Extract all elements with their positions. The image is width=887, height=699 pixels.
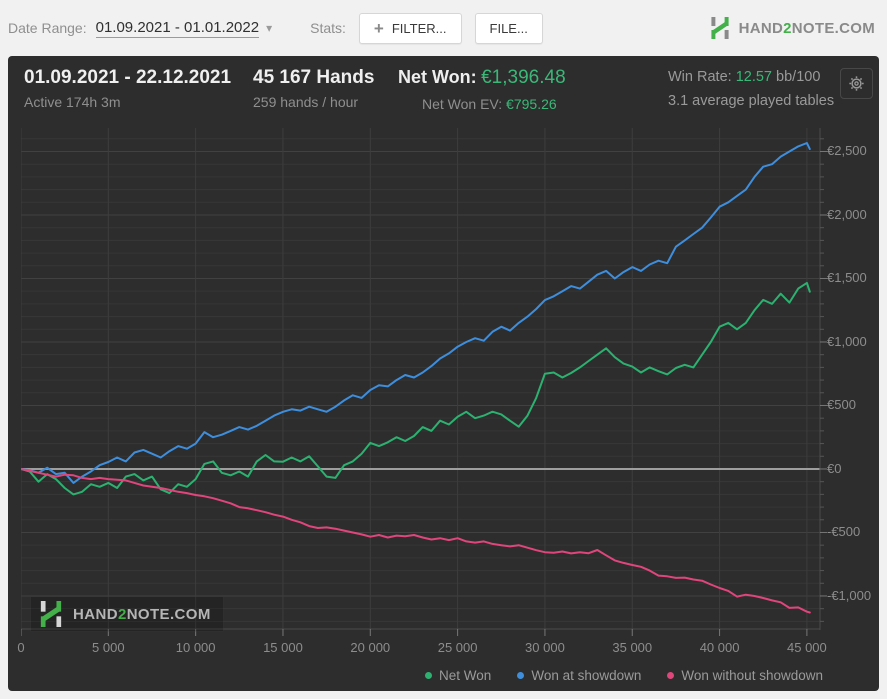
- hand2note-icon: [40, 601, 62, 627]
- legend-label: Net Won: [439, 668, 492, 683]
- x-axis-label: 15 000: [263, 640, 303, 655]
- y-axis-label: €1,000: [827, 333, 867, 349]
- x-axis-label: 25 000: [437, 640, 478, 655]
- series-won-without-showdown: [21, 468, 811, 614]
- winnings-chart[interactable]: [21, 128, 833, 640]
- series-won-at-showdown: [21, 142, 811, 484]
- plus-icon: +: [373, 18, 384, 38]
- legend-item-won-without-showdown[interactable]: Won without showdown: [667, 668, 823, 683]
- y-axis-label: €1,500: [827, 270, 867, 286]
- x-axis-label: 10 000: [175, 640, 216, 655]
- x-axis-label: 45 000: [787, 640, 827, 655]
- win-rate-unit: bb/100: [776, 69, 821, 85]
- hand2note-icon: [710, 17, 729, 39]
- brand-logo: HAND2NOTE.COM: [709, 17, 875, 39]
- y-axis-label: -€500: [827, 524, 861, 540]
- x-axis-label: 40 000: [699, 640, 740, 655]
- file-button-label: FILE...: [489, 20, 528, 36]
- win-rate-label: Win Rate:: [668, 69, 732, 85]
- filter-button-label: FILTER...: [391, 20, 447, 36]
- win-rate-line: Win Rate: 12.57 bb/100: [668, 69, 820, 85]
- panel-date-range: 01.09.2021 - 22.12.2021: [24, 67, 232, 88]
- brand-text: HAND2NOTE.COM: [738, 19, 875, 37]
- net-won-value: €1,396.48: [481, 67, 566, 88]
- x-axis-label: 35 000: [612, 640, 653, 655]
- hands-per-hour: 259 hands / hour: [253, 94, 359, 110]
- net-won-ev-label: Net Won EV:: [422, 96, 503, 112]
- legend-dot-icon: [425, 672, 433, 679]
- legend-item-net-won[interactable]: Net Won: [425, 668, 491, 683]
- toolbar: Date Range: 01.09.2021 - 01.01.2022 ▾ St…: [0, 0, 887, 56]
- watermark-logo: HAND2NOTE.COM: [30, 596, 224, 632]
- x-axis-label: 20 000: [350, 640, 391, 655]
- chevron-down-icon[interactable]: ▾: [266, 21, 273, 35]
- legend-item-won-at-showdown[interactable]: Won at showdown: [517, 668, 641, 683]
- x-axis-label: 0: [17, 640, 25, 655]
- file-button[interactable]: FILE...: [474, 12, 543, 44]
- net-won-label: Net Won:: [398, 67, 477, 87]
- legend-dot-icon: [667, 672, 675, 679]
- settings-button[interactable]: [840, 68, 873, 99]
- watermark-text: HAND2NOTE.COM: [73, 605, 211, 623]
- avg-tables: 3.1 average played tables: [668, 93, 835, 109]
- filter-button[interactable]: + FILTER...: [358, 12, 462, 44]
- net-won-line: Net Won: €1,396.48: [398, 67, 566, 89]
- stats-label: Stats:: [310, 20, 346, 36]
- y-axis-label: €500: [827, 397, 856, 413]
- y-axis-label: -€1,000: [827, 587, 872, 603]
- chart-legend: Net Won Won at showdown Won without showdo…: [425, 668, 823, 683]
- series-net-won: [21, 281, 811, 496]
- win-rate-value: 12.57: [735, 69, 772, 85]
- legend-label: Won at showdown: [531, 668, 642, 683]
- gear-icon: [849, 76, 864, 91]
- date-range-value[interactable]: 01.09.2021 - 01.01.2022: [95, 18, 260, 38]
- net-won-ev-line: Net Won EV: €795.26: [422, 96, 557, 112]
- y-axis-label: €0: [827, 460, 842, 476]
- x-axis-label: 30 000: [525, 640, 565, 655]
- results-panel: 01.09.2021 - 22.12.2021 Active 174h 3m 4…: [8, 56, 879, 691]
- x-axis-label: 5 000: [92, 640, 125, 655]
- net-won-ev-value: €795.26: [506, 96, 557, 112]
- hands-count: 45 167 Hands: [253, 67, 375, 88]
- legend-label: Won without showdown: [681, 668, 823, 683]
- legend-dot-icon: [517, 672, 525, 679]
- y-axis-label: €2,500: [827, 143, 867, 159]
- date-range-label: Date Range:: [8, 20, 87, 36]
- active-time: Active 174h 3m: [24, 94, 121, 110]
- y-axis-label: €2,000: [827, 206, 867, 222]
